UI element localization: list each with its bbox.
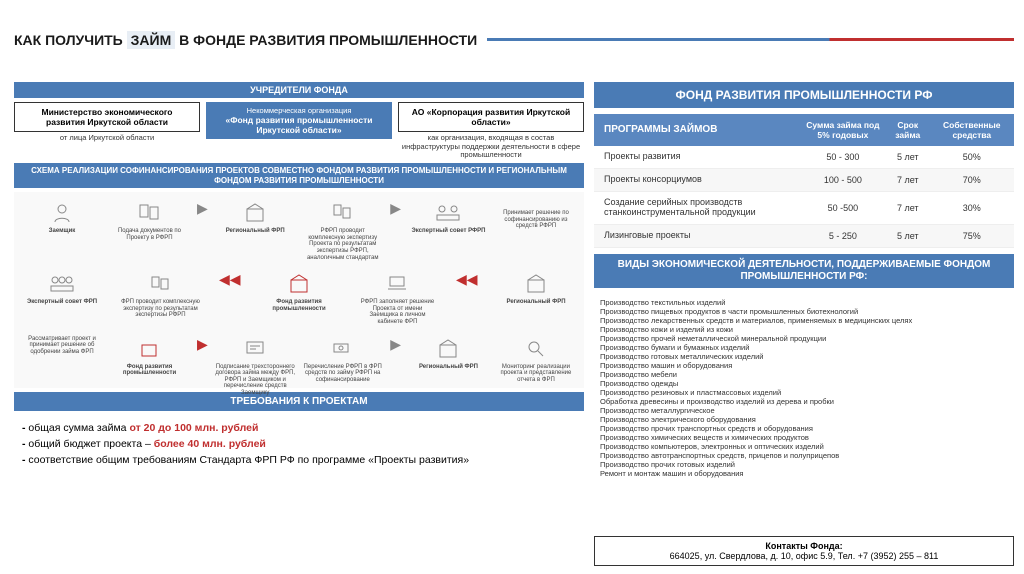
type-item: Производство лекарственных средств и мат… xyxy=(600,316,1008,325)
type-item: Производство текстильных изделий xyxy=(600,298,1008,307)
contact-box: Контакты Фонда: 664025, ул. Свердлова, д… xyxy=(594,536,1014,566)
contract-icon xyxy=(245,341,265,357)
node-expertise: РФРП проводит комплексную экспертизу Про… xyxy=(303,200,383,261)
node-expert-rfrp: Экспертный совет РФРП xyxy=(408,200,488,235)
node-decision: Принимает решение по софинансированию из… xyxy=(496,200,576,230)
type-item: Производство машин и оборудования xyxy=(600,361,1008,370)
table-row: Проекты развития50 - 3005 лет50% xyxy=(594,146,1014,169)
type-item: Производство химических веществ и химиче… xyxy=(600,433,1008,442)
node-reg3: Региональный ФРП xyxy=(408,336,488,371)
building-icon xyxy=(139,340,159,358)
right-column: ФОНД РАЗВИТИЯ ПРОМЫШЛЕННОСТИ РФ ПРОГРАММ… xyxy=(594,82,1014,566)
founder-mid: Некоммерческая организация «Фонд развити… xyxy=(206,102,392,159)
laptop-icon xyxy=(388,275,406,293)
arrow-icon: ◀◀ xyxy=(456,271,478,288)
arrow-icon: ▶ xyxy=(197,336,208,353)
type-item: Производство прочей неметаллической мине… xyxy=(600,334,1008,343)
col-header: Собственные средства xyxy=(930,114,1014,146)
title-highlight: ЗАЙМ xyxy=(127,31,176,49)
doc-icon xyxy=(138,204,160,222)
types-header: ВИДЫ ЭКОНОМИЧЕСКОЙ ДЕЯТЕЛЬНОСТИ, ПОДДЕРЖ… xyxy=(594,254,1014,288)
type-item: Производство компьютеров, электронных и … xyxy=(600,442,1008,451)
col-header: ПРОГРАММЫ ЗАЙМОВ xyxy=(594,114,800,146)
type-item: Производство автотранспортных средств, п… xyxy=(600,451,1008,460)
type-item: Производство кожи и изделий из кожи xyxy=(600,325,1008,334)
node-regional: Региональный ФРП xyxy=(215,200,295,235)
node-frp: Фонд развития промышленности xyxy=(259,271,339,312)
node-applicant: Заемщик xyxy=(22,200,102,235)
node-frp-check: ФРП проводит комплексную экспертизу по р… xyxy=(120,271,200,319)
type-item: Производство готовых металлических издел… xyxy=(600,352,1008,361)
requirements-list: общая сумма займа от 20 до 100 млн. рубл… xyxy=(14,415,584,474)
docs-icon xyxy=(150,275,170,293)
node-regional2: Региональный ФРП xyxy=(496,271,576,306)
building-icon xyxy=(244,203,266,223)
col-header: Сумма займа под 5% годовых xyxy=(800,114,886,146)
node-review: Рассматривает проект и принимает решение… xyxy=(22,336,102,356)
programs-table: ПРОГРАММЫ ЗАЙМОВ Сумма займа под 5% годо… xyxy=(594,114,1014,248)
founder-mid-pre: Некоммерческая организация xyxy=(212,106,386,115)
type-item: Производство электрического оборудования xyxy=(600,415,1008,424)
type-item: Производство металлургическое xyxy=(600,406,1008,415)
type-item: Производство пищевых продуктов в части п… xyxy=(600,307,1008,316)
building-icon xyxy=(525,274,547,294)
node-frp2: Фонд развития промышленности xyxy=(109,336,189,377)
type-item: Производство одежды xyxy=(600,379,1008,388)
scheme-diagram: Заемщик Подача документов по Проекту в Р… xyxy=(14,192,584,388)
requirement-item: общий бюджет проекта – более 40 млн. руб… xyxy=(22,437,580,453)
founder-left-note: от лица Иркутской области xyxy=(14,134,200,142)
left-column: УЧРЕДИТЕЛИ ФОНДА Министерство экономичес… xyxy=(14,82,584,566)
title-pre: КАК ПОЛУЧИТЬ xyxy=(14,32,123,48)
requirement-item: соответствие общим требованиям Стандарта… xyxy=(22,453,580,469)
scheme-header: СХЕМА РЕАЛИЗАЦИИ СОФИНАНСИРОВАНИЯ ПРОЕКТ… xyxy=(14,163,584,188)
node-frp-req: РФРП заполняет решение Проекта от имени … xyxy=(357,271,437,325)
founders-header: УЧРЕДИТЕЛИ ФОНДА xyxy=(14,82,584,98)
node-monitor: Мониторинг реализации проекта и представ… xyxy=(496,336,576,384)
node-expert-frp: Экспертный совет ФРП xyxy=(22,271,102,306)
founder-right-note: как организация, входящая в состав инфра… xyxy=(398,134,584,159)
requirement-item: общая сумма займа от 20 до 100 млн. рубл… xyxy=(22,421,580,437)
type-item: Производство бумаги и бумажных изделий xyxy=(600,343,1008,352)
founder-left-title: Министерство экономического развития Ирк… xyxy=(14,102,200,132)
founder-mid-box: Некоммерческая организация «Фонд развити… xyxy=(206,102,392,139)
arrow-icon: ▶ xyxy=(197,200,208,217)
founder-right: АО «Корпорация развития Иркутской област… xyxy=(398,102,584,159)
type-item: Производство резиновых и пластмассовых и… xyxy=(600,388,1008,397)
contact-header: Контакты Фонда: xyxy=(599,541,1009,551)
table-row: Создание серийных производств станкоинст… xyxy=(594,192,1014,225)
table-row: Лизинговые проекты5 - 2505 лет75% xyxy=(594,225,1014,248)
table-row: Проекты консорциумов100 - 5007 лет70% xyxy=(594,169,1014,192)
type-item: Производство прочих готовых изделий xyxy=(600,460,1008,469)
type-item: Обработка древесины и производство издел… xyxy=(600,397,1008,406)
arrow-icon: ▶ xyxy=(390,336,401,353)
type-item: Производство мебели xyxy=(600,370,1008,379)
types-list: Производство текстильных изделийПроизвод… xyxy=(594,294,1014,482)
arrow-icon: ▶ xyxy=(390,200,401,217)
col-header: Срок займа xyxy=(886,114,930,146)
person-icon xyxy=(52,203,72,223)
building-icon xyxy=(288,274,310,294)
committee-icon xyxy=(50,275,74,293)
title-post: В ФОНДЕ РАЗВИТИЯ ПРОМЫШЛЕННОСТИ xyxy=(179,32,477,48)
rf-header: ФОНД РАЗВИТИЯ ПРОМЫШЛЕННОСТИ РФ xyxy=(594,82,1014,108)
contact-line: 664025, ул. Свердлова, д. 10, офис 5.9, … xyxy=(599,551,1009,561)
founder-right-title: АО «Корпорация развития Иркутской област… xyxy=(398,102,584,132)
accent-stripe xyxy=(487,38,1014,41)
arrow-icon: ◀◀ xyxy=(219,271,241,288)
money-icon xyxy=(333,341,353,357)
docs-icon xyxy=(333,204,353,222)
founder-mid-title: «Фонд развития промышленности Иркутской … xyxy=(212,115,386,135)
type-item: Ремонт и монтаж машин и оборудования xyxy=(600,469,1008,478)
founder-left: Министерство экономического развития Ирк… xyxy=(14,102,200,159)
type-item: Производство прочих транспортных средств… xyxy=(600,424,1008,433)
founders-grid: Министерство экономического развития Ирк… xyxy=(14,102,584,159)
search-icon xyxy=(527,340,545,358)
building-icon xyxy=(437,339,459,359)
node-transfer: Перечисление РФРП в ФРП средств по займу… xyxy=(303,336,383,384)
node-sign: Подписание трехстороннего договора займа… xyxy=(215,336,295,397)
title-bar: КАК ПОЛУЧИТЬ ЗАЙМ В ФОНДЕ РАЗВИТИЯ ПРОМЫ… xyxy=(14,8,1014,72)
page-title: КАК ПОЛУЧИТЬ ЗАЙМ В ФОНДЕ РАЗВИТИЯ ПРОМЫ… xyxy=(14,32,477,48)
node-submit: Подача документов по Проекту в РФРП xyxy=(109,200,189,241)
committee-icon xyxy=(436,204,460,222)
